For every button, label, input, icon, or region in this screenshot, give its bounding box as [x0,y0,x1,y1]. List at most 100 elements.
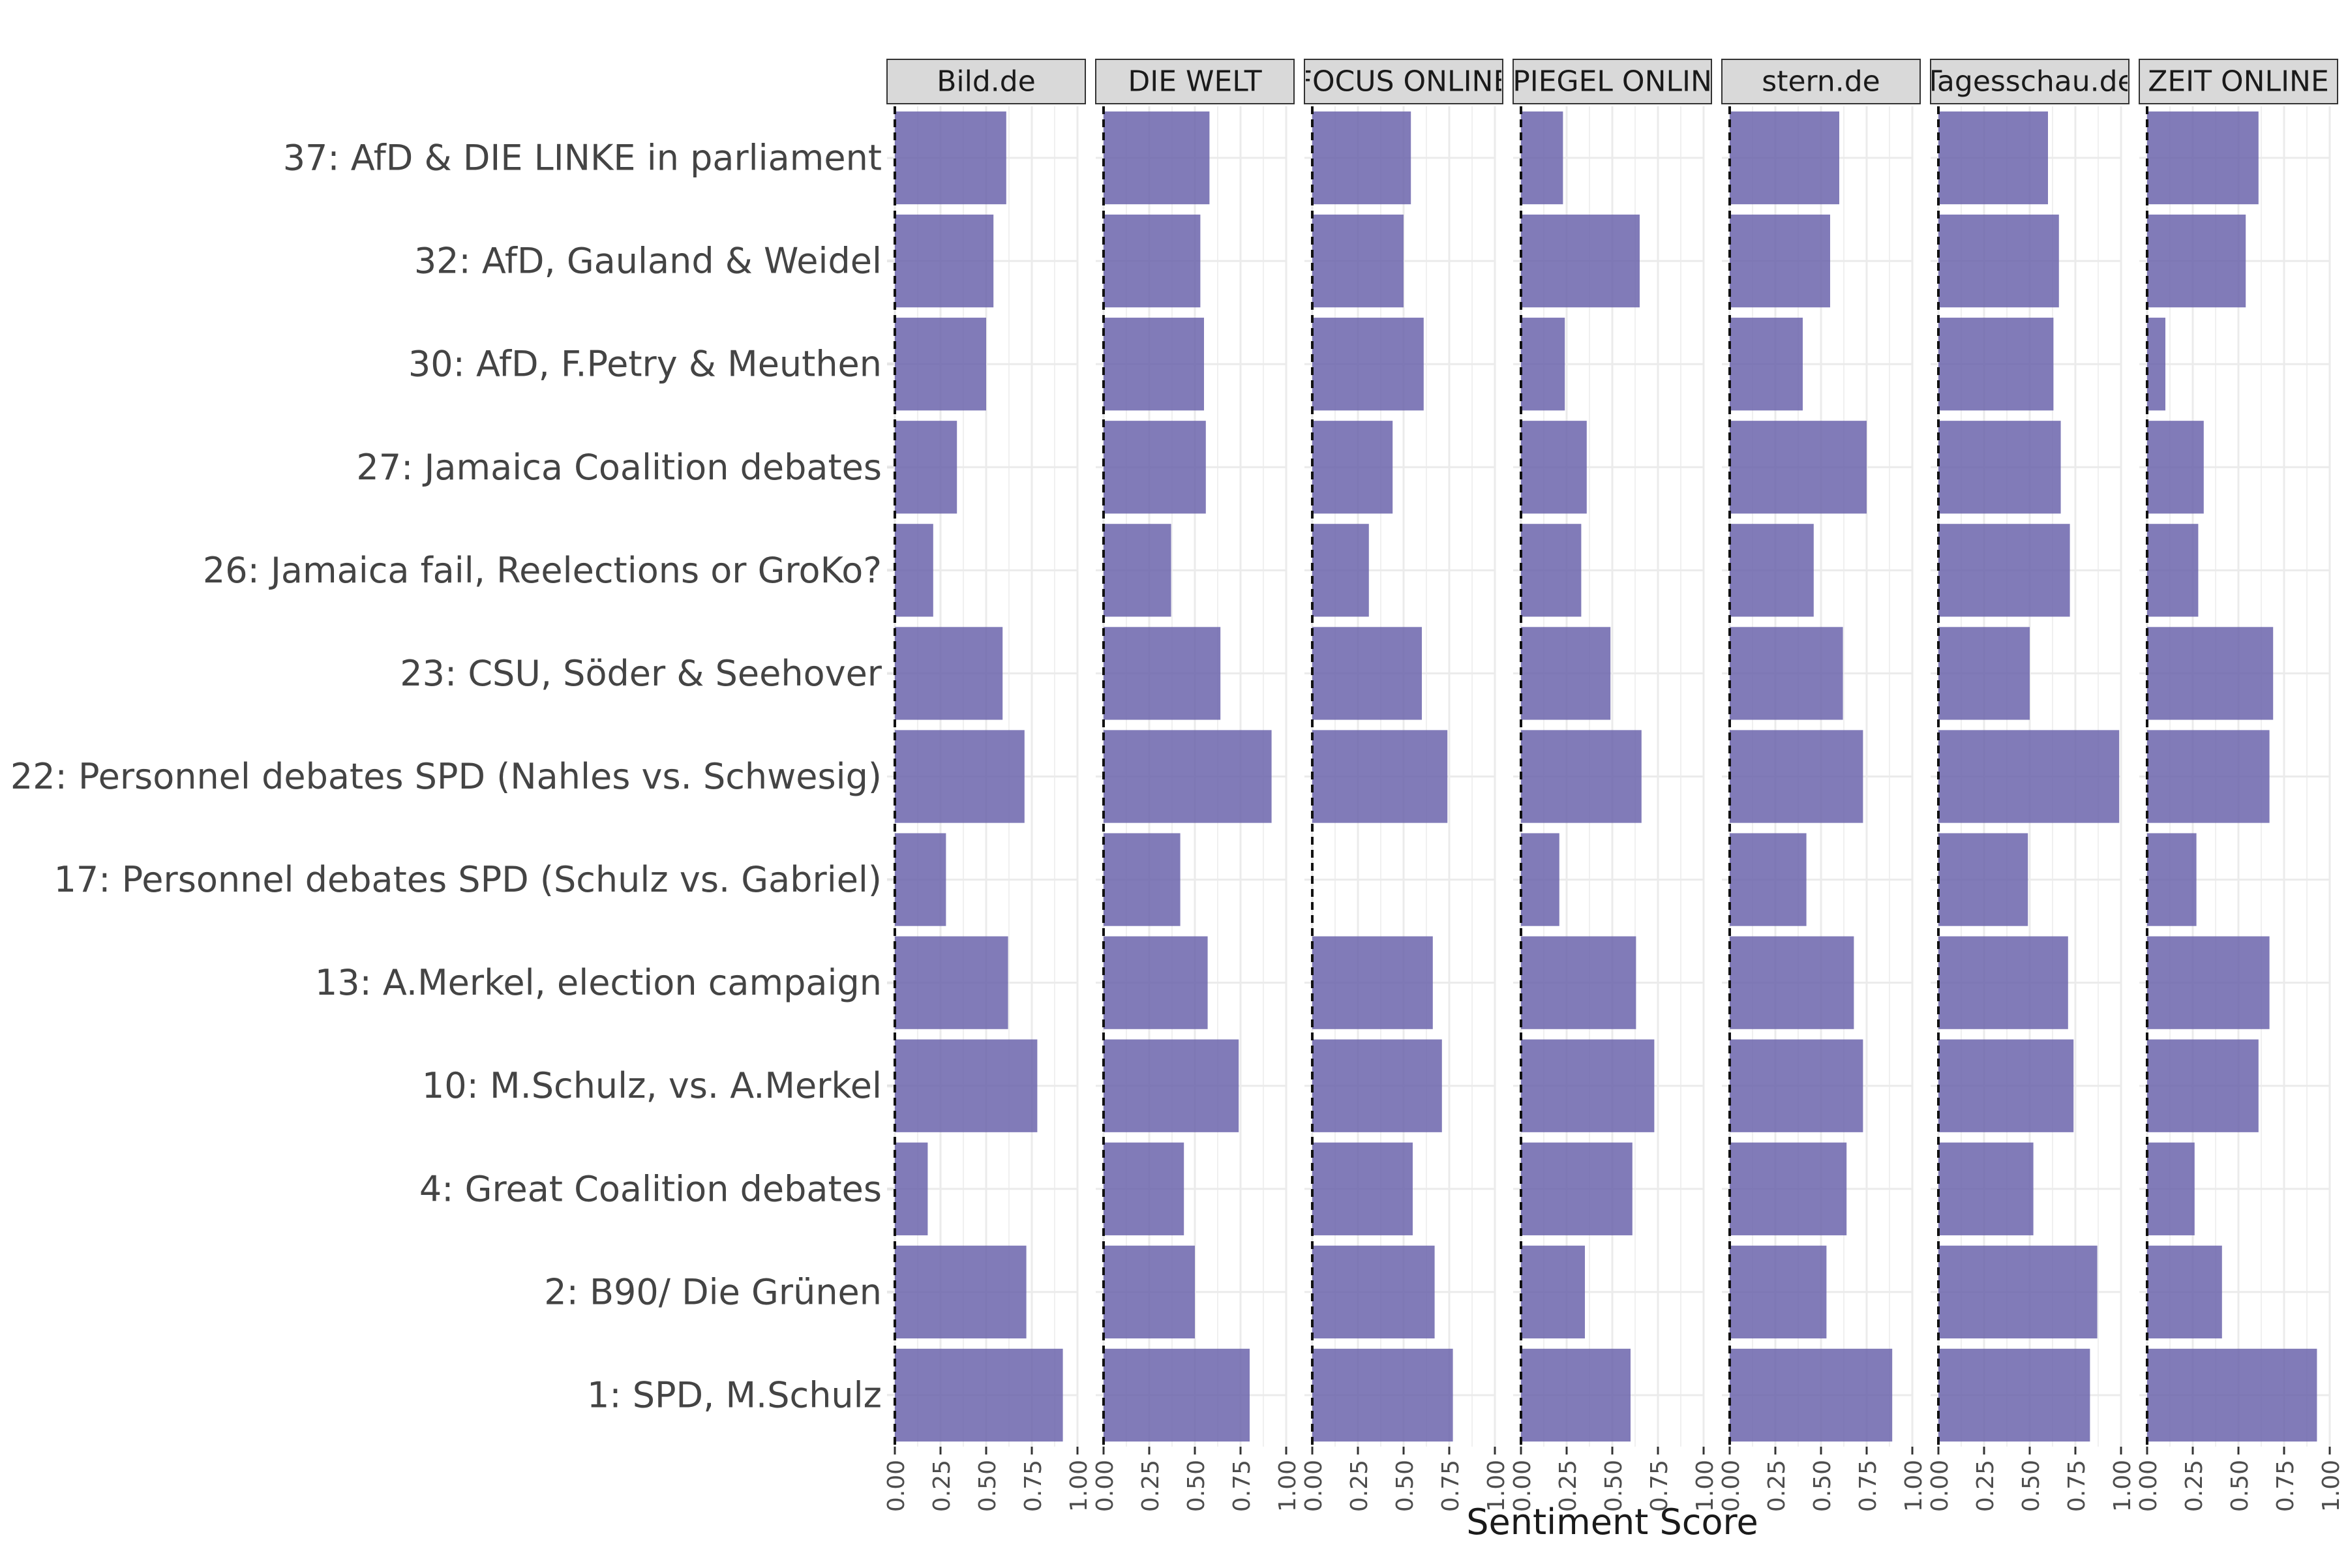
bar [1521,421,1587,514]
facet-strip [1513,59,1712,104]
x-tick-label: 0.25 [2181,1460,2208,1512]
bar [1312,318,1424,411]
bar [1730,1142,1847,1235]
x-tick-label: 0.75 [1437,1460,1464,1512]
bar [895,1039,1038,1132]
bar [1938,1348,2090,1442]
bar [895,1245,1027,1339]
bar [1521,1039,1655,1132]
bar [1104,833,1181,926]
bar [895,936,1008,1029]
bar [895,524,933,617]
bar [2147,214,2246,308]
x-tick-label: 1.00 [1901,1460,1927,1512]
category-label: 37: AfD & DIE LINKE in parliament [283,138,882,179]
bar [2147,730,2270,823]
x-tick-label: 1.00 [1692,1460,1719,1512]
bar [2147,1039,2259,1132]
x-tick-label: 0.50 [974,1460,1001,1512]
bar [1104,421,1206,514]
bar [895,627,1003,720]
bar [895,214,994,308]
x-tick-label: 1.00 [1274,1460,1301,1512]
category-label: 4: Great Coalition debates [419,1168,882,1209]
bar [1104,111,1210,205]
category-label: 22: Personnel debates SPD (Nahles vs. Sc… [10,756,882,797]
bar [2147,936,2270,1029]
category-label: 27: Jamaica Coalition debates [356,447,882,488]
facet-strip [1095,59,1295,104]
bar [1104,524,1171,617]
bar [2147,1245,2222,1339]
bar [1312,1348,1453,1442]
bar [1312,730,1448,823]
bar [1521,1245,1585,1339]
bar [895,1142,928,1235]
bar [1104,1142,1184,1235]
x-tick-label: 0.50 [2227,1460,2253,1512]
x-tick-label: 0.25 [1555,1460,1582,1512]
x-tick-label: 0.25 [1346,1460,1373,1512]
bar [1312,421,1393,514]
bar [1312,1245,1435,1339]
x-tick-label: 0.00 [1718,1460,1745,1512]
category-label: 30: AfD, F.Petry & Meuthen [408,344,882,385]
bar [1521,214,1640,308]
x-tick-label: 0.75 [1020,1460,1047,1512]
facet-label: DIE WELT [1128,65,1261,98]
x-tick-label: 0.75 [2272,1460,2299,1512]
bar [1312,627,1422,720]
bar [1938,214,2059,308]
bar [1104,318,1204,411]
x-tick-label: 1.00 [2109,1460,2136,1512]
bar [895,111,1006,205]
bar [895,421,957,514]
facet-label: ZEIT ONLINE [2148,65,2329,98]
facet-label: Bild.de [937,65,1036,98]
bar [1730,1245,1827,1339]
bar [1730,627,1843,720]
x-tick-label: 0.00 [2135,1460,2162,1512]
category-label: 1: SPD, M.Schulz [587,1374,882,1415]
x-tick-label: 1.00 [1483,1460,1510,1512]
bar [2147,111,2259,205]
bar [1104,1245,1195,1339]
bar [1938,1245,2098,1339]
bar [2147,524,2199,617]
bar [1312,111,1411,205]
x-tick-label: 0.25 [929,1460,956,1512]
x-tick-label: 0.00 [1927,1460,1953,1512]
x-tick-label: 0.25 [1972,1460,1999,1512]
bar [1521,730,1642,823]
facet-strip [1721,59,1921,104]
facet-label: stern.de [1762,65,1880,98]
x-tick-label: 0.50 [2018,1460,2045,1512]
bar [2147,627,2274,720]
bar [1730,936,1854,1029]
x-tick-label: 0.25 [1764,1460,1790,1512]
x-tick-label: 1.00 [2318,1460,2345,1512]
facet-label: SPIEGEL ONLINE [1494,65,1730,98]
bar [895,1348,1063,1442]
bar [895,833,946,926]
bar [1104,214,1201,308]
bar [1312,214,1404,308]
bar [2147,1348,2317,1442]
bar [1938,318,2054,411]
bar [895,318,986,411]
bar [1730,111,1839,205]
category-label: 17: Personnel debates SPD (Schulz vs. Ga… [54,859,882,900]
facet-strip [1930,59,2130,104]
bar [1938,1142,2034,1235]
bar [1521,833,1559,926]
facet-label: FOCUS ONLINE [1296,65,1512,98]
bar [1938,730,2120,823]
x-tick-label: 1.00 [1066,1460,1092,1512]
bar [1938,111,2048,205]
bar [1730,833,1807,926]
x-tick-label: 0.25 [1137,1460,1164,1512]
bar [1312,936,1433,1029]
x-tick-label: 0.50 [1183,1460,1210,1512]
bar [1104,1348,1250,1442]
bar [2147,1142,2195,1235]
